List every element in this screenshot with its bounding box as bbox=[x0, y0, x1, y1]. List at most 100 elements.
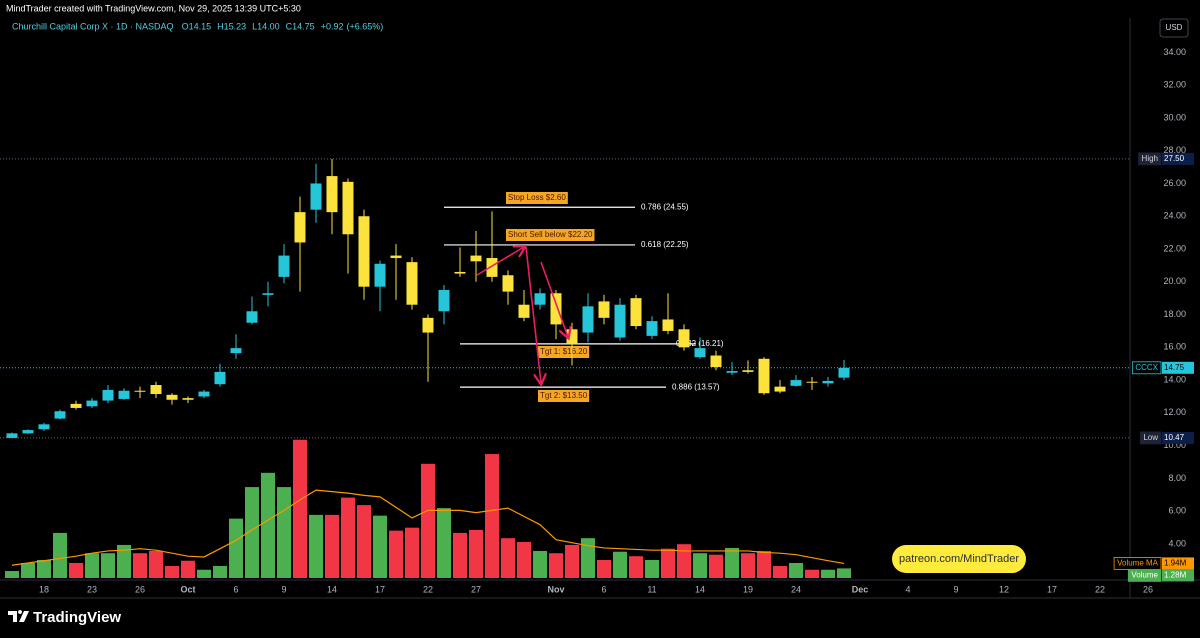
volume-bar bbox=[277, 487, 291, 578]
x-tick-label: 26 bbox=[135, 584, 145, 594]
y-tick-label: 32.00 bbox=[1163, 80, 1186, 90]
tradingview-logo[interactable]: TradingView bbox=[8, 609, 121, 626]
x-tick-label: 12 bbox=[999, 584, 1009, 594]
volume-bar bbox=[597, 559, 611, 578]
annotation-box bbox=[538, 346, 590, 358]
x-tick-label: 18 bbox=[39, 584, 49, 594]
y-tick-label: 20.00 bbox=[1163, 276, 1186, 286]
candle-body bbox=[438, 289, 450, 312]
volume-bar bbox=[677, 544, 691, 578]
x-tick-label: 6 bbox=[601, 584, 606, 594]
candle-body bbox=[566, 329, 578, 345]
candle-body bbox=[246, 311, 258, 323]
volume-bar bbox=[693, 553, 707, 578]
candle-body bbox=[422, 317, 434, 333]
volume-bar bbox=[357, 505, 371, 578]
volume-bar bbox=[741, 553, 755, 578]
legend: Churchill Capital Corp X · 1D · NASDAQ O1… bbox=[12, 21, 383, 31]
candle-body bbox=[358, 216, 370, 287]
candle-body bbox=[630, 298, 642, 327]
axis-tag-value-box bbox=[1162, 557, 1194, 570]
logo-text[interactable]: TradingView bbox=[33, 609, 121, 626]
candle-body bbox=[22, 430, 34, 434]
candle-body bbox=[54, 411, 66, 419]
legend-value: O14.15 bbox=[182, 21, 212, 31]
annotations: Stop Loss $2.60 Short Sell below $22.20 Tg… bbox=[506, 192, 595, 402]
y-tick-label: 14.00 bbox=[1163, 374, 1186, 384]
candle-body bbox=[166, 394, 178, 400]
volume-bar bbox=[837, 568, 851, 578]
volume-bar bbox=[213, 565, 227, 578]
x-tick-label: 9 bbox=[953, 584, 958, 594]
watermark-badge[interactable] bbox=[892, 545, 1026, 573]
volume-bar bbox=[789, 562, 803, 578]
axis-tag-name-box bbox=[1127, 569, 1162, 582]
volume-bar bbox=[661, 548, 675, 578]
candle-body bbox=[790, 380, 802, 386]
axis-tag-value-box bbox=[1162, 152, 1194, 165]
candle-body bbox=[710, 355, 722, 367]
axis-tag-value: 1.94M bbox=[1164, 559, 1187, 568]
candle-body bbox=[374, 263, 386, 287]
y-tick-label: 18.00 bbox=[1163, 309, 1186, 319]
x-tick-label: 17 bbox=[1047, 584, 1057, 594]
x-tick-label: 4 bbox=[905, 584, 910, 594]
x-tick-label: 17 bbox=[375, 584, 385, 594]
volume-bar bbox=[821, 569, 835, 578]
volume-bar bbox=[85, 553, 99, 578]
x-tick-label: 23 bbox=[87, 584, 97, 594]
candle-body bbox=[742, 370, 754, 372]
candle-body bbox=[518, 304, 530, 318]
axis-tag-name: High bbox=[1142, 154, 1158, 163]
legend-value: H15.23 bbox=[217, 21, 246, 31]
annotation: Short Sell below $22.20 bbox=[508, 230, 593, 239]
x-tick-label: 9 bbox=[281, 584, 286, 594]
x-tick-label: Dec bbox=[852, 584, 869, 594]
volume-bar bbox=[549, 553, 563, 578]
volume-bar bbox=[613, 551, 627, 578]
x-tick-label: 14 bbox=[695, 584, 705, 594]
candle-body bbox=[694, 348, 706, 358]
logo-mark[interactable] bbox=[8, 610, 29, 622]
candle-body bbox=[38, 424, 50, 430]
candle-body bbox=[454, 271, 466, 274]
legend-value: C14.75 bbox=[286, 21, 315, 31]
volume-bar bbox=[725, 547, 739, 578]
x-tick-label: 19 bbox=[743, 584, 753, 594]
volume-bar bbox=[533, 550, 547, 578]
volume-bar bbox=[517, 541, 531, 578]
candle-body bbox=[150, 385, 162, 395]
volume-bar bbox=[437, 508, 451, 578]
currency[interactable]: USD bbox=[1166, 23, 1183, 32]
x-tick-label: 22 bbox=[423, 584, 433, 594]
volume-bar bbox=[421, 463, 435, 578]
volume-bar bbox=[645, 559, 659, 578]
axis-tag-value: 27.50 bbox=[1164, 154, 1185, 163]
annotation-box bbox=[506, 192, 568, 204]
volume-bar bbox=[629, 556, 643, 578]
volume-bar bbox=[261, 472, 275, 578]
axis-tag-name-box bbox=[1138, 152, 1162, 166]
symbol: Churchill Capital Corp X · 1D · NASDAQ bbox=[12, 21, 174, 31]
volume-bar bbox=[5, 571, 19, 578]
volume-bar bbox=[389, 530, 403, 578]
currency-box[interactable] bbox=[1159, 18, 1189, 38]
volume-bar bbox=[341, 497, 355, 578]
volume-bar bbox=[485, 454, 499, 578]
candle-body bbox=[662, 319, 674, 331]
candle-body bbox=[326, 176, 338, 213]
annotation: Tgt 1: $16.20 bbox=[540, 347, 588, 356]
candle-body bbox=[70, 403, 82, 408]
candle-body bbox=[134, 390, 146, 392]
watermark[interactable]: patreon.com/MindTrader bbox=[899, 553, 1019, 565]
volume-bar bbox=[453, 532, 467, 578]
y-tick-label: 12.00 bbox=[1163, 407, 1186, 417]
candle-body bbox=[550, 293, 562, 325]
candle-body bbox=[86, 400, 98, 407]
annotation: Stop Loss $2.60 bbox=[508, 193, 566, 202]
volume-bar bbox=[581, 538, 595, 578]
x-tick-label: 26 bbox=[1143, 584, 1153, 594]
axis-tag-name: Low bbox=[1143, 433, 1158, 442]
